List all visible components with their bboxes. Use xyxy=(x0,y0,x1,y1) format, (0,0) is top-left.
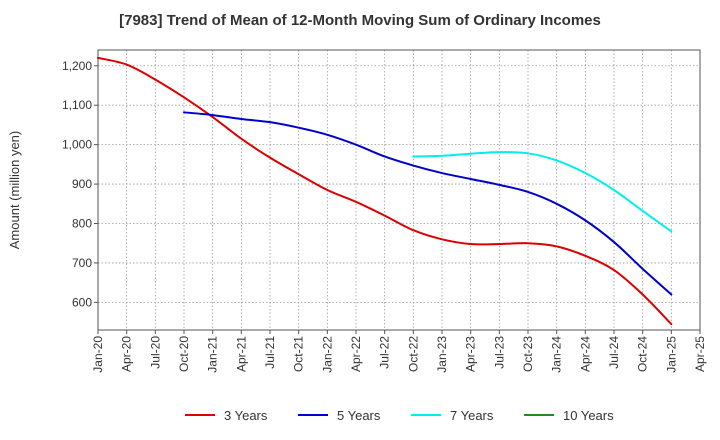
y-tick-label: 600 xyxy=(72,295,92,309)
x-tick-label: Oct-24 xyxy=(636,336,650,372)
x-tick-label: Oct-21 xyxy=(292,336,306,372)
y-tick-label: 900 xyxy=(72,177,92,191)
x-tick-label: Jul-23 xyxy=(492,336,506,369)
x-tick-label: Jan-23 xyxy=(435,336,449,373)
x-tick-label: Jan-25 xyxy=(664,336,678,373)
x-tick-label: Jul-22 xyxy=(378,336,392,369)
x-tick-label: Jul-20 xyxy=(148,336,162,369)
plot-frame xyxy=(97,49,701,331)
legend-label-7-years: 7 Years xyxy=(450,408,494,423)
y-tick-label: 700 xyxy=(72,256,92,270)
y-tick-label: 1,100 xyxy=(62,98,92,112)
x-tick-label: Jul-21 xyxy=(263,336,277,369)
x-tick-label: Jan-22 xyxy=(320,336,334,373)
y-axis-title: Amount (million yen) xyxy=(7,131,22,250)
legend: 3 Years 5 Years 7 Years 10 Years xyxy=(185,408,614,423)
axes: 600 700 800 900 1,000 1,100 1,200 Jan-20 Apr-20 J… xyxy=(7,49,707,373)
y-tick-label: 1,200 xyxy=(62,59,92,73)
series-line-3-years xyxy=(97,56,673,326)
series-line-7-years xyxy=(412,151,673,233)
x-tick-label: Jul-24 xyxy=(607,336,621,369)
x-tick-label: Jan-20 xyxy=(91,336,105,373)
legend-label-3-years: 3 Years xyxy=(224,408,268,423)
x-tick-label: Apr-25 xyxy=(693,336,707,372)
x-tick-label: Apr-24 xyxy=(578,336,592,372)
x-tick-label: Apr-23 xyxy=(464,336,478,372)
y-tick-label: 1,000 xyxy=(62,138,92,152)
x-tick-label: Jan-24 xyxy=(550,336,564,373)
y-tick-label: 800 xyxy=(72,217,92,231)
legend-label-10-years: 10 Years xyxy=(563,408,614,423)
x-tick-label: Oct-20 xyxy=(177,336,191,372)
chart-title: [7983] Trend of Mean of 12-Month Moving … xyxy=(119,12,601,29)
x-tick-label: Apr-22 xyxy=(349,336,363,372)
x-tick-label: Apr-21 xyxy=(234,336,248,372)
x-tick-label: Apr-20 xyxy=(120,336,134,372)
x-tick-label: Oct-23 xyxy=(521,336,535,372)
x-tick-label: Jan-21 xyxy=(206,336,220,373)
legend-label-5-years: 5 Years xyxy=(337,408,381,423)
series-lines xyxy=(97,56,673,326)
x-tick-label: Oct-22 xyxy=(406,336,420,372)
series-line-5-years xyxy=(183,111,673,296)
grid xyxy=(97,50,701,330)
